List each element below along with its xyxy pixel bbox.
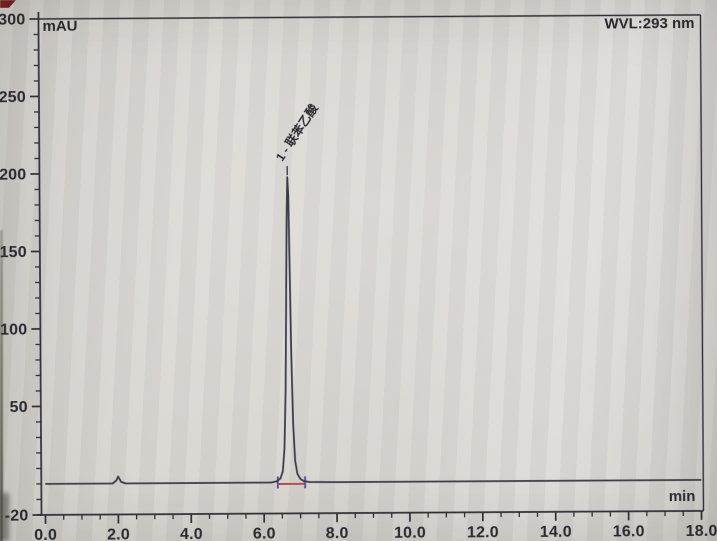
x-axis-unit-label: min	[669, 488, 696, 505]
plot-top-border	[38, 14, 701, 20]
y-axis-tick-label: -20	[5, 508, 29, 525]
y-axis-tick-label: 200	[0, 167, 26, 184]
y-axis-tick-label: 250	[0, 89, 26, 106]
peak-label: 1 - 联苯乙酸	[272, 100, 321, 164]
x-axis-tick-label: 2.0	[107, 526, 130, 541]
x-axis-tick-label: 10.0	[394, 525, 426, 541]
signal-trace	[45, 176, 702, 485]
x-axis-tick-label: 4.0	[180, 526, 203, 541]
x-axis-tick-label: 12.0	[467, 524, 499, 541]
x-axis-tick-label: 0.0	[34, 527, 57, 541]
photo-corner-artifact	[0, 0, 16, 8]
x-axis-line	[37, 510, 704, 516]
x-axis-tick-label: 8.0	[326, 525, 349, 541]
plot-right-border	[699, 14, 705, 511]
photo-bottom-left-shadow	[0, 493, 9, 541]
photo-left-edge-shadow	[0, 230, 3, 541]
y-axis-unit-label: mAU	[42, 18, 77, 35]
x-axis-tick-label: 16.0	[613, 523, 645, 540]
y-axis-tick-label: 300	[0, 12, 26, 29]
y-axis-tick-label: 50	[10, 399, 28, 416]
x-axis-tick-label: 18.0	[686, 523, 717, 540]
y-axis-tick-label: 100	[0, 322, 27, 339]
x-axis-tick-label: 6.0	[253, 526, 276, 541]
x-axis-tick-label: 14.0	[540, 524, 572, 541]
wavelength-label: WVL:293 nm	[604, 15, 694, 33]
y-axis-tick-label: 150	[0, 244, 27, 261]
y-axis-line	[37, 11, 43, 515]
